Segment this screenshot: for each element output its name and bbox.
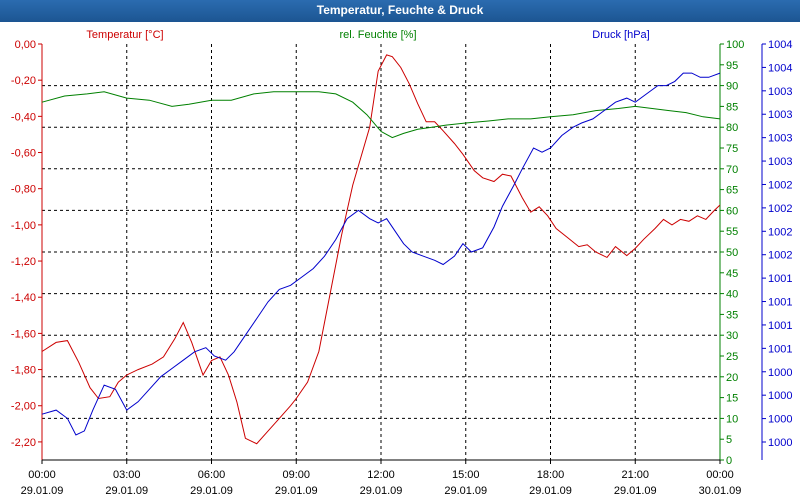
date-tick-label: 30.01.09 bbox=[699, 485, 742, 497]
humidity-tick-label: 60 bbox=[726, 205, 738, 217]
time-tick-label: 00:00 bbox=[706, 469, 734, 481]
series-layer bbox=[41, 54, 721, 445]
humidity-tick-label: 50 bbox=[726, 247, 738, 259]
time-axis-ticks: 00:00 29.01.09 03:00 29.01.09 06:00 29.01.09 0… bbox=[21, 460, 742, 497]
pressure-tick-label: 1001 bbox=[768, 273, 792, 285]
grid-lines bbox=[42, 44, 720, 460]
temperature-tick-label: -0,20 bbox=[11, 75, 36, 87]
temperature-axis-label: Temperatur [°C] bbox=[86, 29, 163, 41]
temperature-tick-label: -1,40 bbox=[11, 292, 36, 304]
date-tick-label: 29.01.09 bbox=[21, 485, 64, 497]
date-tick-label: 29.01.09 bbox=[529, 485, 572, 497]
date-tick-label: 29.01.09 bbox=[614, 485, 657, 497]
pressure-tick-label: 1000 bbox=[768, 414, 792, 426]
temperature-tick-label: -1,80 bbox=[11, 365, 36, 377]
pressure-tick-label: 1002 bbox=[768, 179, 792, 191]
pressure-tick-label: 1002 bbox=[768, 203, 792, 215]
pressure-axis-ticks: 1004 1004 1003 1003 1003 1003 1002 1002 1002 1002… bbox=[762, 39, 792, 449]
temperature-tick-label: -0,40 bbox=[11, 111, 36, 123]
humidity-tick-label: 20 bbox=[726, 372, 738, 384]
pressure-tick-label: 1001 bbox=[768, 320, 792, 332]
date-tick-label: 29.01.09 bbox=[275, 485, 318, 497]
humidity-tick-label: 45 bbox=[726, 268, 738, 280]
pressure-tick-label: 1003 bbox=[768, 109, 792, 121]
time-tick-label: 00:00 bbox=[28, 469, 56, 481]
humidity-tick-label: 40 bbox=[726, 289, 738, 301]
temperature-series-line bbox=[41, 54, 721, 445]
humidity-tick-label: 35 bbox=[726, 309, 738, 321]
pressure-tick-label: 1000 bbox=[768, 437, 792, 449]
humidity-tick-label: 5 bbox=[726, 434, 732, 446]
pressure-tick-label: 1001 bbox=[768, 343, 792, 355]
temperature-tick-label: -0,80 bbox=[11, 184, 36, 196]
temperature-tick-label: -1,60 bbox=[11, 328, 36, 340]
window-title: Temperatur, Feuchte & Druck bbox=[0, 0, 800, 22]
time-tick-label: 15:00 bbox=[452, 469, 480, 481]
pressure-tick-label: 1004 bbox=[768, 62, 792, 74]
humidity-tick-label: 85 bbox=[726, 101, 738, 113]
pressure-tick-label: 1000 bbox=[768, 367, 792, 379]
humidity-tick-label: 15 bbox=[726, 393, 738, 405]
date-tick-label: 29.01.09 bbox=[190, 485, 233, 497]
time-tick-label: 18:00 bbox=[537, 469, 565, 481]
humidity-tick-label: 65 bbox=[726, 185, 738, 197]
humidity-tick-label: 10 bbox=[726, 413, 738, 425]
humidity-tick-label: 30 bbox=[726, 330, 738, 342]
temperature-axis-ticks: 0,00 -0,20 -0,40 -0,60 -0,80 -1,00 -1,20 -1,40 -… bbox=[11, 39, 42, 449]
pressure-tick-label: 1002 bbox=[768, 226, 792, 238]
pressure-tick-label: 1003 bbox=[768, 133, 792, 145]
time-tick-label: 21:00 bbox=[621, 469, 649, 481]
temperature-tick-label: -1,20 bbox=[11, 256, 36, 268]
humidity-tick-label: 25 bbox=[726, 351, 738, 363]
date-tick-label: 29.01.09 bbox=[444, 485, 487, 497]
time-tick-label: 06:00 bbox=[198, 469, 226, 481]
pressure-series-line bbox=[41, 72, 721, 436]
temperature-tick-label: -0,60 bbox=[11, 148, 36, 160]
humidity-axis-ticks: 1009590858075706560555045403530252015105… bbox=[720, 39, 744, 467]
date-tick-label: 29.01.09 bbox=[360, 485, 403, 497]
humidity-tick-label: 75 bbox=[726, 143, 738, 155]
pressure-axis-label: Druck [hPa] bbox=[592, 29, 649, 41]
temperature-tick-label: 0,00 bbox=[15, 39, 36, 51]
pressure-tick-label: 1003 bbox=[768, 86, 792, 98]
humidity-tick-label: 0 bbox=[726, 455, 732, 467]
humidity-tick-label: 100 bbox=[726, 39, 744, 51]
humidity-tick-label: 55 bbox=[726, 226, 738, 238]
humidity-series-line bbox=[41, 91, 721, 139]
time-tick-label: 09:00 bbox=[282, 469, 310, 481]
pressure-tick-label: 1004 bbox=[768, 39, 792, 51]
time-tick-label: 03:00 bbox=[113, 469, 141, 481]
temperature-tick-label: -2,20 bbox=[11, 437, 36, 449]
date-tick-label: 29.01.09 bbox=[105, 485, 148, 497]
humidity-tick-label: 70 bbox=[726, 164, 738, 176]
pressure-tick-label: 1000 bbox=[768, 390, 792, 402]
time-tick-label: 12:00 bbox=[367, 469, 395, 481]
pressure-tick-label: 1002 bbox=[768, 250, 792, 262]
temperature-tick-label: -2,00 bbox=[11, 401, 36, 413]
humidity-tick-label: 80 bbox=[726, 122, 738, 134]
humidity-tick-label: 90 bbox=[726, 81, 738, 93]
humidity-tick-label: 95 bbox=[726, 60, 738, 72]
pressure-tick-label: 1003 bbox=[768, 156, 792, 168]
pressure-tick-label: 1001 bbox=[768, 297, 792, 309]
temperature-tick-label: -1,00 bbox=[11, 220, 36, 232]
humidity-axis-label: rel. Feuchte [%] bbox=[339, 29, 416, 41]
